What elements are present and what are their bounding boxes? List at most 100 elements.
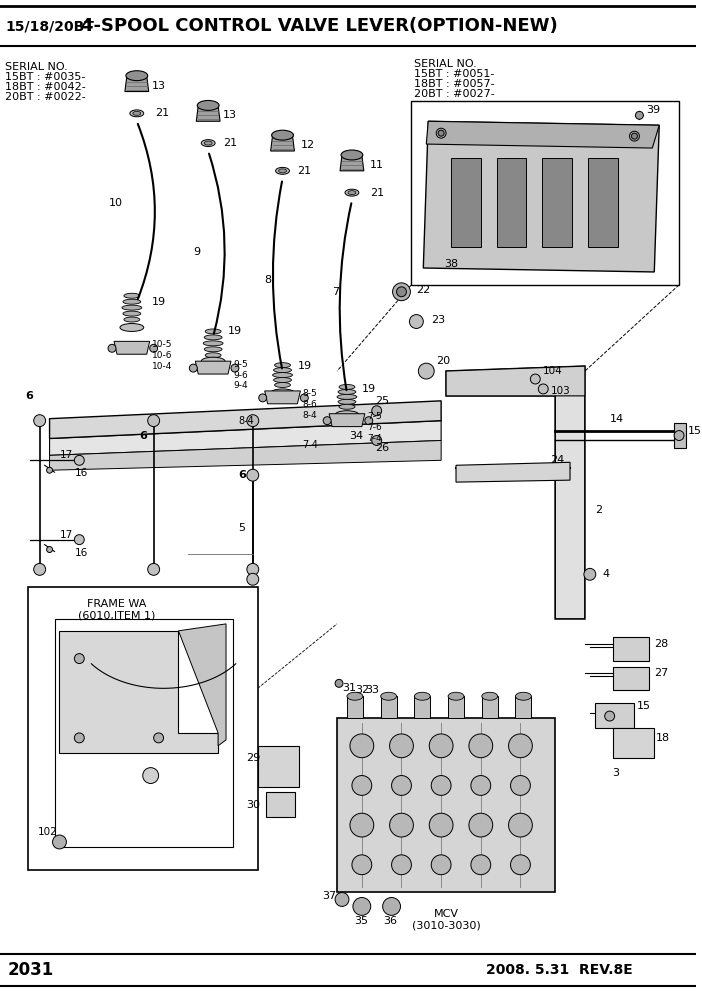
- Text: 6: 6: [139, 431, 147, 440]
- Circle shape: [323, 417, 331, 425]
- Polygon shape: [271, 135, 294, 151]
- Circle shape: [350, 813, 373, 837]
- Text: 102: 102: [38, 827, 58, 837]
- Polygon shape: [456, 462, 570, 482]
- Polygon shape: [448, 696, 464, 718]
- Polygon shape: [195, 361, 231, 374]
- Polygon shape: [178, 624, 226, 746]
- Circle shape: [510, 855, 531, 875]
- Ellipse shape: [120, 323, 144, 331]
- Circle shape: [247, 573, 259, 585]
- Text: 8-6: 8-6: [303, 401, 317, 410]
- Circle shape: [335, 893, 349, 907]
- Text: 19: 19: [152, 297, 166, 307]
- Text: 7-4: 7-4: [366, 434, 381, 443]
- Circle shape: [469, 813, 493, 837]
- Circle shape: [635, 111, 643, 119]
- Ellipse shape: [380, 692, 397, 700]
- Ellipse shape: [124, 294, 140, 299]
- Circle shape: [353, 898, 371, 916]
- Text: 21: 21: [223, 138, 237, 148]
- Circle shape: [259, 394, 267, 402]
- Ellipse shape: [271, 389, 294, 397]
- Circle shape: [471, 776, 491, 796]
- Text: 21: 21: [298, 166, 312, 176]
- Ellipse shape: [345, 189, 359, 196]
- Bar: [451, 158, 481, 247]
- Text: 21: 21: [154, 108, 168, 118]
- Text: 2031: 2031: [8, 961, 54, 979]
- Circle shape: [53, 835, 67, 849]
- Circle shape: [397, 287, 406, 297]
- Ellipse shape: [201, 140, 215, 147]
- Text: 6: 6: [25, 391, 33, 401]
- Circle shape: [190, 364, 197, 372]
- Ellipse shape: [347, 692, 363, 700]
- Ellipse shape: [124, 317, 140, 322]
- Circle shape: [74, 455, 84, 465]
- Text: 10-6: 10-6: [152, 351, 172, 360]
- Ellipse shape: [197, 100, 219, 110]
- Text: 4-SPOOL CONTROL VALVE LEVER(OPTION-NEW): 4-SPOOL CONTROL VALVE LEVER(OPTION-NEW): [81, 17, 558, 35]
- Text: 19: 19: [228, 326, 242, 336]
- Ellipse shape: [414, 692, 430, 700]
- Circle shape: [46, 547, 53, 553]
- Text: 27: 27: [654, 669, 668, 679]
- Polygon shape: [50, 440, 441, 470]
- Ellipse shape: [272, 373, 293, 378]
- Circle shape: [74, 733, 84, 743]
- Text: 34: 34: [349, 431, 363, 440]
- Circle shape: [531, 374, 541, 384]
- Polygon shape: [125, 75, 149, 91]
- Text: 10-5: 10-5: [152, 340, 172, 349]
- Ellipse shape: [272, 130, 293, 140]
- Circle shape: [632, 133, 637, 139]
- Circle shape: [431, 855, 451, 875]
- Circle shape: [510, 776, 531, 796]
- Text: 8-5: 8-5: [303, 390, 317, 399]
- Circle shape: [154, 733, 164, 743]
- Circle shape: [674, 431, 684, 440]
- Text: 8: 8: [265, 275, 272, 285]
- Circle shape: [390, 813, 413, 837]
- Ellipse shape: [274, 368, 291, 373]
- Text: 103: 103: [551, 386, 571, 396]
- Text: 16: 16: [74, 548, 88, 558]
- Circle shape: [231, 364, 239, 372]
- Circle shape: [418, 363, 435, 379]
- Ellipse shape: [337, 395, 357, 400]
- Ellipse shape: [274, 363, 291, 368]
- Circle shape: [34, 563, 46, 575]
- Polygon shape: [329, 414, 365, 427]
- Text: 9-4: 9-4: [233, 382, 248, 391]
- Circle shape: [508, 734, 532, 758]
- Circle shape: [392, 855, 411, 875]
- Text: 37: 37: [322, 892, 336, 902]
- Text: 21: 21: [370, 187, 384, 197]
- Text: 31: 31: [342, 683, 356, 693]
- Circle shape: [390, 734, 413, 758]
- Polygon shape: [258, 746, 299, 788]
- Ellipse shape: [130, 110, 144, 117]
- Circle shape: [392, 776, 411, 796]
- Text: 28: 28: [654, 639, 668, 649]
- Ellipse shape: [448, 692, 464, 700]
- Text: 15BT : #0035-: 15BT : #0035-: [5, 71, 86, 81]
- Bar: [411, 101, 679, 285]
- Text: 13: 13: [223, 110, 237, 120]
- Bar: [588, 158, 618, 247]
- Circle shape: [365, 417, 373, 425]
- Text: 10-4: 10-4: [152, 362, 172, 371]
- Text: 23: 23: [431, 314, 445, 324]
- Text: 33: 33: [365, 685, 379, 695]
- Polygon shape: [50, 401, 441, 438]
- Text: MCV
(3010-3030): MCV (3010-3030): [412, 910, 480, 930]
- Text: 20BT : #0022-: 20BT : #0022-: [5, 91, 86, 101]
- Text: 4: 4: [603, 569, 610, 579]
- Ellipse shape: [339, 385, 355, 390]
- Text: SERIAL NO.: SERIAL NO.: [414, 59, 477, 68]
- Polygon shape: [340, 155, 364, 171]
- Polygon shape: [414, 696, 430, 718]
- Circle shape: [469, 734, 493, 758]
- Text: 24: 24: [550, 455, 564, 465]
